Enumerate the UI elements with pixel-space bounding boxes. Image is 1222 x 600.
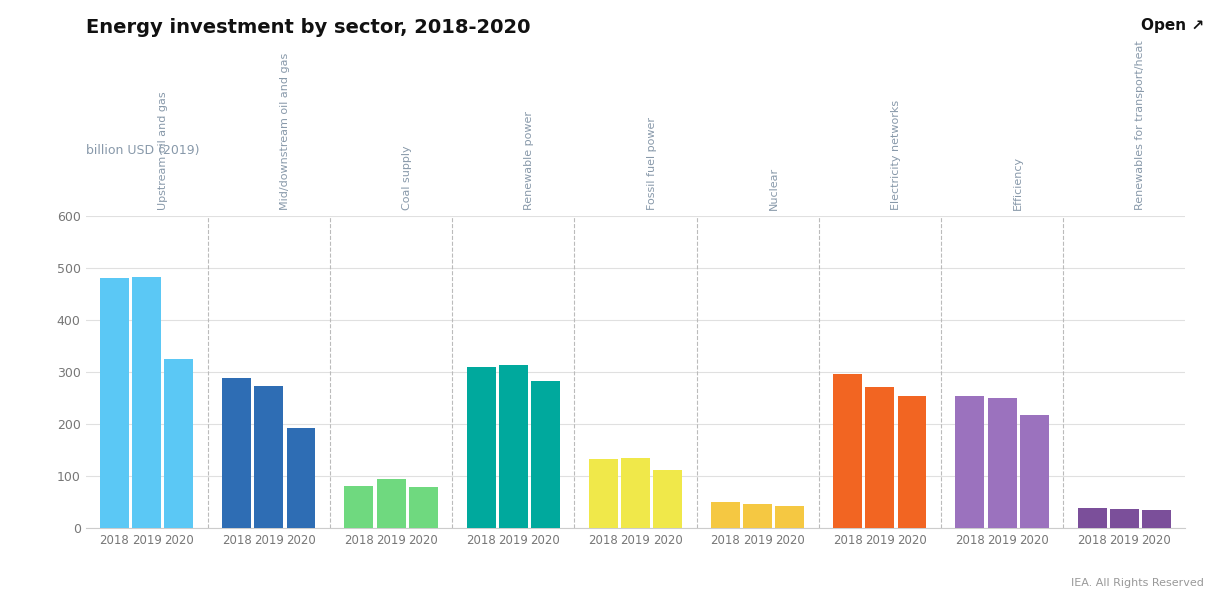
- Bar: [467, 367, 496, 528]
- Text: Nuclear: Nuclear: [769, 167, 778, 210]
- Text: Mid/downstream oil and gas: Mid/downstream oil and gas: [280, 53, 290, 210]
- Bar: [376, 479, 406, 528]
- Bar: [589, 459, 618, 528]
- Text: Renewable power: Renewable power: [524, 111, 534, 210]
- Text: Fossil fuel power: Fossil fuel power: [646, 117, 656, 210]
- Bar: [711, 502, 741, 528]
- Text: Coal supply: Coal supply: [402, 145, 412, 210]
- Bar: [100, 278, 130, 528]
- Bar: [222, 378, 252, 528]
- Bar: [653, 470, 682, 528]
- Bar: [775, 506, 804, 528]
- Text: Open ↗: Open ↗: [1140, 18, 1204, 33]
- Text: Electricity networks: Electricity networks: [891, 100, 901, 210]
- Bar: [345, 487, 374, 528]
- Bar: [408, 487, 437, 528]
- Bar: [499, 365, 528, 528]
- Bar: [833, 374, 863, 528]
- Bar: [987, 398, 1017, 528]
- Text: Energy investment by sector, 2018-2020: Energy investment by sector, 2018-2020: [86, 18, 530, 37]
- Bar: [1141, 511, 1171, 528]
- Bar: [1078, 508, 1107, 528]
- Bar: [530, 382, 560, 528]
- Bar: [1110, 509, 1139, 528]
- Text: Upstream oil and gas: Upstream oil and gas: [158, 91, 167, 210]
- Bar: [254, 386, 284, 528]
- Bar: [286, 428, 315, 528]
- Bar: [1019, 415, 1048, 528]
- Bar: [743, 503, 772, 528]
- Bar: [132, 277, 161, 528]
- Text: IEA. All Rights Reserved: IEA. All Rights Reserved: [1070, 578, 1204, 588]
- Bar: [164, 359, 193, 528]
- Text: Efficiency: Efficiency: [1013, 156, 1023, 210]
- Bar: [897, 397, 926, 528]
- Bar: [621, 458, 650, 528]
- Text: Renewables for transport/heat: Renewables for transport/heat: [1135, 40, 1145, 210]
- Bar: [865, 386, 895, 528]
- Text: billion USD (2019): billion USD (2019): [86, 144, 199, 157]
- Bar: [956, 397, 985, 528]
